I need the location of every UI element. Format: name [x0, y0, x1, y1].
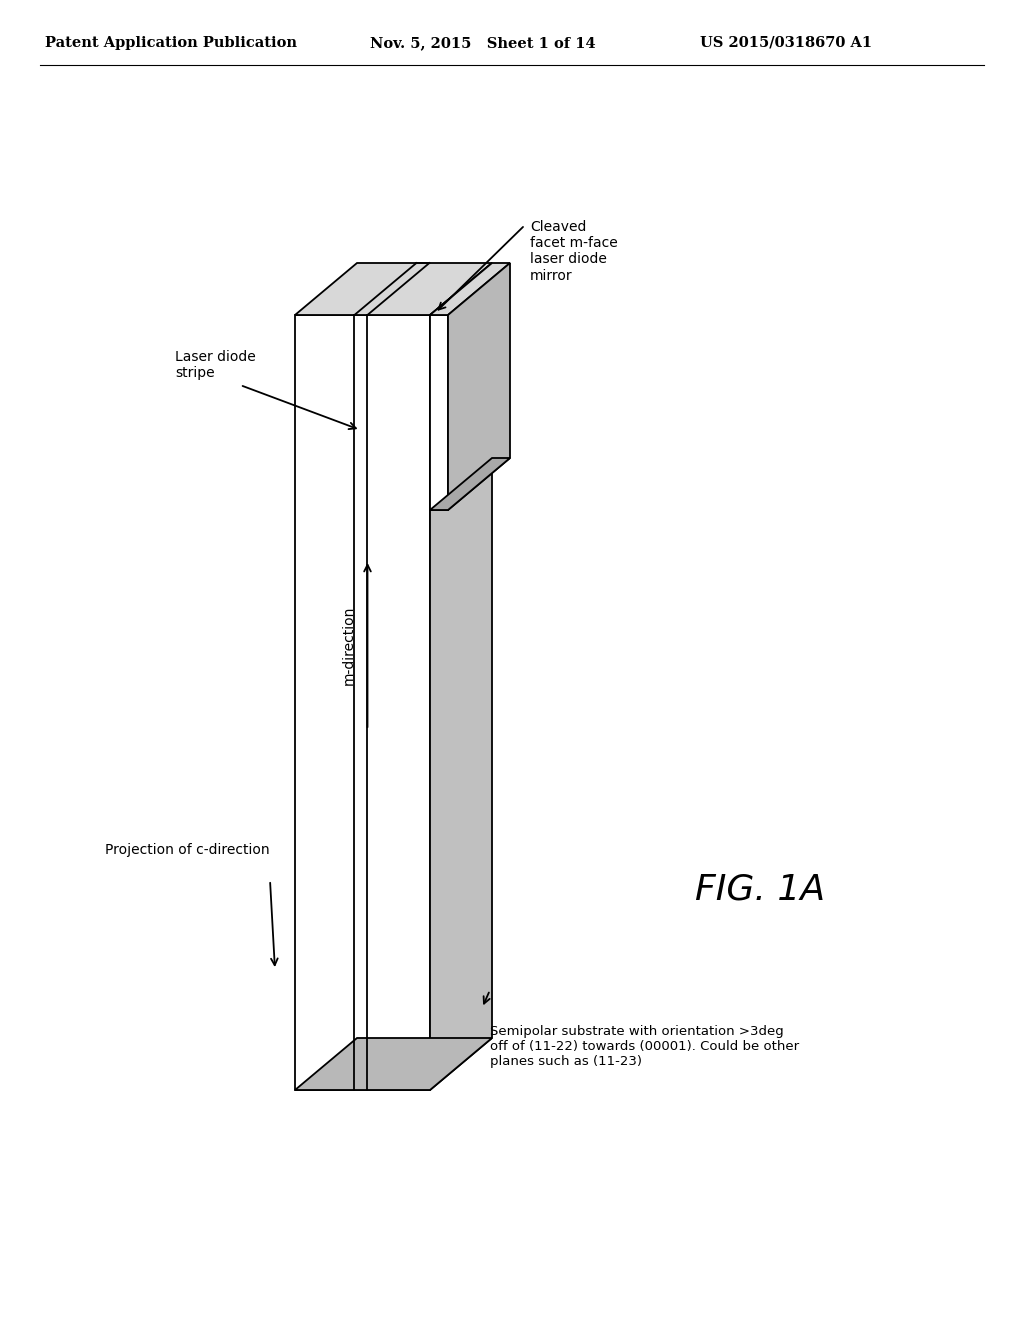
Text: Patent Application Publication: Patent Application Publication [45, 36, 297, 50]
Text: Projection of c-direction: Projection of c-direction [105, 843, 269, 857]
Polygon shape [430, 263, 492, 1090]
Text: US 2015/0318670 A1: US 2015/0318670 A1 [700, 36, 872, 50]
Polygon shape [449, 263, 510, 510]
Text: FIG. 1A: FIG. 1A [695, 873, 825, 907]
Polygon shape [430, 458, 510, 510]
Text: Nov. 5, 2015   Sheet 1 of 14: Nov. 5, 2015 Sheet 1 of 14 [370, 36, 596, 50]
Text: m-direction: m-direction [341, 606, 355, 685]
Text: Semipolar substrate with orientation >3deg
off of (11-22) towards (00001). Could: Semipolar substrate with orientation >3d… [490, 1026, 799, 1068]
Polygon shape [430, 263, 510, 315]
Polygon shape [295, 1038, 492, 1090]
Text: Cleaved
facet m-face
laser diode
mirror: Cleaved facet m-face laser diode mirror [530, 220, 617, 282]
Polygon shape [295, 315, 430, 1090]
Text: Laser diode
stripe: Laser diode stripe [175, 350, 256, 380]
Polygon shape [295, 263, 492, 315]
Polygon shape [430, 315, 449, 510]
